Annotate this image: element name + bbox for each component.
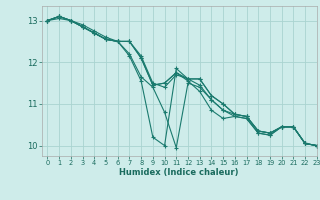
X-axis label: Humidex (Indice chaleur): Humidex (Indice chaleur) bbox=[119, 168, 239, 177]
